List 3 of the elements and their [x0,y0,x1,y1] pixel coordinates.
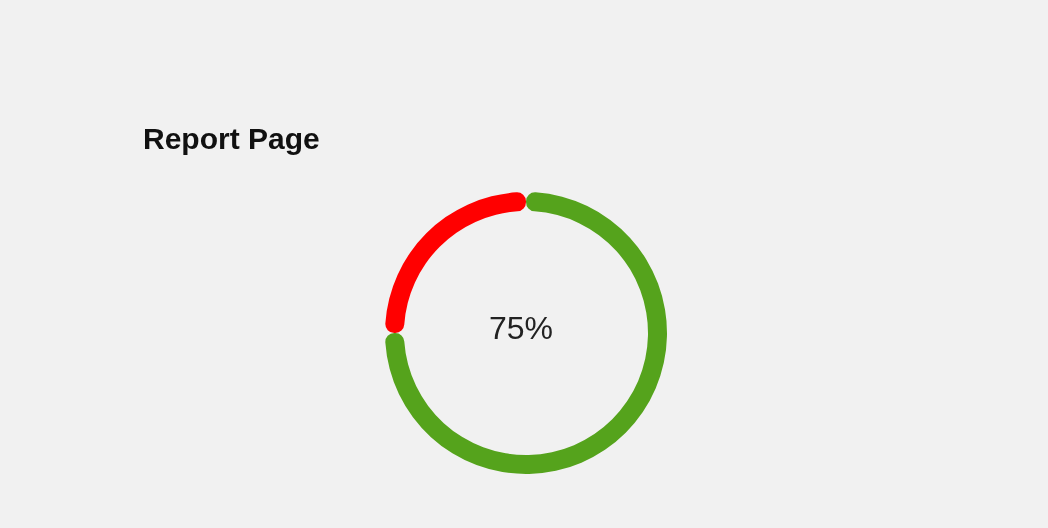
chart-title: Report Page [143,122,320,156]
donut-slice [385,192,667,474]
text: 75% [487,310,554,347]
